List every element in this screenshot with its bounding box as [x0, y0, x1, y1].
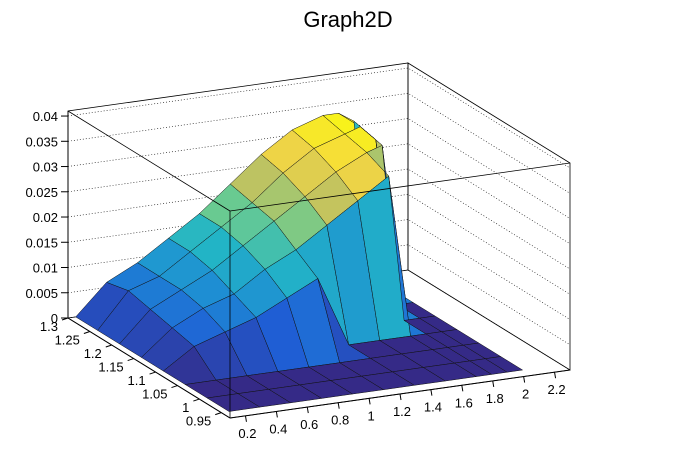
- z-tick-label: 0.035: [25, 134, 58, 149]
- z-tick-label: 0.04: [33, 109, 58, 124]
- x-tick-label: 2.2: [548, 382, 566, 397]
- z-tick-label: 0: [51, 311, 58, 326]
- x-tick-label: 1: [367, 408, 374, 423]
- x-tick-label: 1.4: [424, 400, 442, 415]
- z-tick-label: 0.005: [25, 286, 58, 301]
- y-tick-label: 0.95: [186, 414, 211, 429]
- x-tick-label: 1.6: [455, 395, 473, 410]
- surface-mesh: [75, 112, 524, 412]
- chart-title: Graph2D: [303, 7, 392, 32]
- z-tick-label: 0.02: [33, 210, 58, 225]
- y-axis: 0.951 1.051.1 1.151.2 1.251.3: [40, 317, 231, 429]
- z-tick-label: 0.01: [33, 261, 58, 276]
- x-tick-label: 1.2: [393, 404, 411, 419]
- z-tick-label: 0.015: [25, 235, 58, 250]
- y-tick-label: 1.3: [40, 319, 58, 334]
- z-axis: 0 0.005 0.01 0.015 0.02 0.025 0.03 0.035 0.04: [25, 109, 69, 326]
- y-tick-label: 1.25: [55, 333, 80, 348]
- y-tick-label: 1: [182, 400, 189, 415]
- x-tick-label: 0.2: [238, 426, 256, 441]
- y-tick-label: 1.15: [98, 360, 123, 375]
- y-tick-label: 1.2: [84, 346, 102, 361]
- x-tick-label: 1.8: [486, 391, 504, 406]
- y-tick-label: 1.1: [127, 373, 145, 388]
- z-tick-label: 0.03: [33, 160, 58, 175]
- z-tick-label: 0.025: [25, 185, 58, 200]
- x-tick-label: 2: [522, 387, 529, 402]
- x-tick-label: 0.4: [269, 421, 287, 436]
- x-axis: 0.2 0.4 0.6 0.8 1 1.2 1.4 1.6 1.8 2 2.2: [229, 369, 571, 441]
- x-tick-label: 0.6: [300, 417, 318, 432]
- x-tick-label: 0.8: [331, 413, 349, 428]
- surface-cell: [484, 356, 524, 373]
- y-tick-label: 1.05: [142, 387, 167, 402]
